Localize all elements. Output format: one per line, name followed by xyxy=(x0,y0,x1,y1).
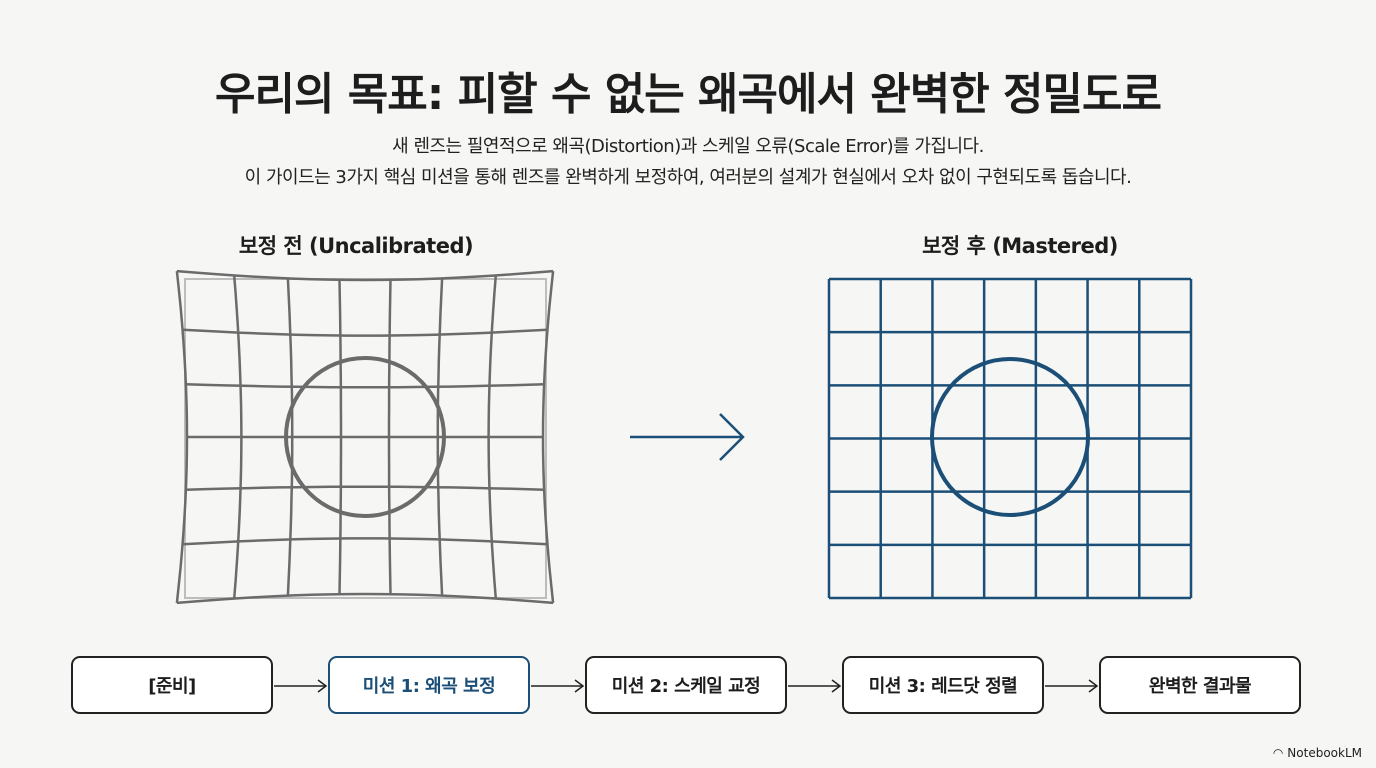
calibrated-grid xyxy=(827,277,1193,600)
grid-line-h xyxy=(185,383,545,389)
flow-arrow-icon xyxy=(531,679,585,693)
brand-text: NotebookLM xyxy=(1287,746,1362,760)
slide-title: 우리의 목표: 피할 수 없는 왜곡에서 완벽한 정밀도로 xyxy=(215,69,1162,120)
flow-arrows xyxy=(274,679,1099,693)
flow-arrow-icon xyxy=(1045,679,1099,693)
flow-step-label: 완벽한 결과물 xyxy=(1148,676,1252,697)
grid-line-h xyxy=(176,269,554,282)
flow-step-label: [준비] xyxy=(148,676,196,697)
flow-step-1: [준비] xyxy=(71,656,273,714)
grid-line-h xyxy=(176,592,554,605)
right-arrow-icon xyxy=(630,413,745,461)
flow-step-2: 미션 1: 왜곡 보정 xyxy=(328,656,530,714)
grid-line-h xyxy=(182,328,548,337)
flow-arrow-icon xyxy=(274,679,328,693)
flow-step-label: 미션 1: 왜곡 보정 xyxy=(362,676,496,697)
grid-line-v xyxy=(541,270,555,604)
calibrated-circle xyxy=(930,357,1090,517)
after-label: 보정 후 (Mastered) xyxy=(922,234,1118,258)
grid-line-h xyxy=(185,485,545,491)
flow-arrow-icon xyxy=(788,679,842,693)
subtitle-line-1: 새 렌즈는 필연적으로 왜곡(Distortion)과 스케일 오류(Scale… xyxy=(392,136,984,157)
flow-step-label: 미션 2: 스케일 교정 xyxy=(611,676,761,697)
before-label: 보정 전 (Uncalibrated) xyxy=(238,234,474,258)
distorted-grid xyxy=(175,269,555,605)
flow-step-3: 미션 2: 스케일 교정 xyxy=(585,656,787,714)
notebooklm-logo-icon: ◠ xyxy=(1272,746,1284,760)
grid-line-h xyxy=(182,537,548,546)
distorted-circle xyxy=(284,356,446,518)
flow-step-5: 완벽한 결과물 xyxy=(1099,656,1301,714)
brand-mark: ◠ NotebookLM xyxy=(1273,746,1362,760)
flow-step-label: 미션 3: 레드닷 정렬 xyxy=(868,676,1018,697)
subtitle-line-2: 이 가이드는 3가지 핵심 미션을 통해 렌즈를 완벽하게 보정하여, 여러분의… xyxy=(244,167,1132,188)
flow-step-4: 미션 3: 레드닷 정렬 xyxy=(842,656,1044,714)
